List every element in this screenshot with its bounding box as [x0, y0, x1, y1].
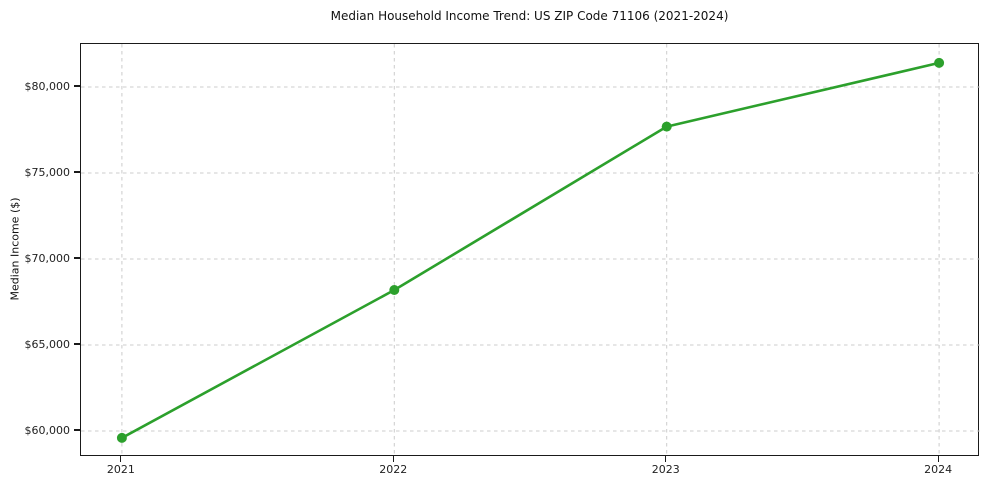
- data-point-marker: [661, 121, 672, 132]
- data-point-marker: [116, 432, 127, 443]
- y-tick-label: $70,000: [24, 251, 71, 265]
- y-tick-mark: [74, 343, 80, 345]
- y-tick-mark: [74, 85, 80, 87]
- trend-line: [120, 61, 941, 440]
- y-axis-label: Median Income ($): [8, 197, 22, 301]
- y-tick-label: $60,000: [24, 423, 71, 437]
- line-chart-canvas: [81, 44, 980, 457]
- y-tick-mark: [74, 257, 80, 259]
- chart-title: Median Household Income Trend: US ZIP Co…: [330, 9, 729, 23]
- plot-area: [80, 43, 980, 457]
- y-tick-mark: [74, 429, 80, 431]
- x-tick-label: 2022: [379, 463, 408, 476]
- y-tick-label: $75,000: [24, 165, 71, 179]
- x-tick-mark: [665, 456, 667, 462]
- y-tick-label: $65,000: [24, 337, 71, 351]
- x-tick-label: 2023: [651, 463, 680, 476]
- x-tick-label: 2024: [924, 463, 953, 476]
- x-tick-mark: [392, 456, 394, 462]
- data-point-marker: [934, 57, 945, 68]
- x-tick-label: 2021: [106, 463, 135, 476]
- x-tick-mark: [937, 456, 939, 462]
- x-tick-mark: [120, 456, 122, 462]
- y-tick-mark: [74, 171, 80, 173]
- data-point-marker: [389, 285, 400, 295]
- y-tick-label: $80,000: [24, 79, 71, 93]
